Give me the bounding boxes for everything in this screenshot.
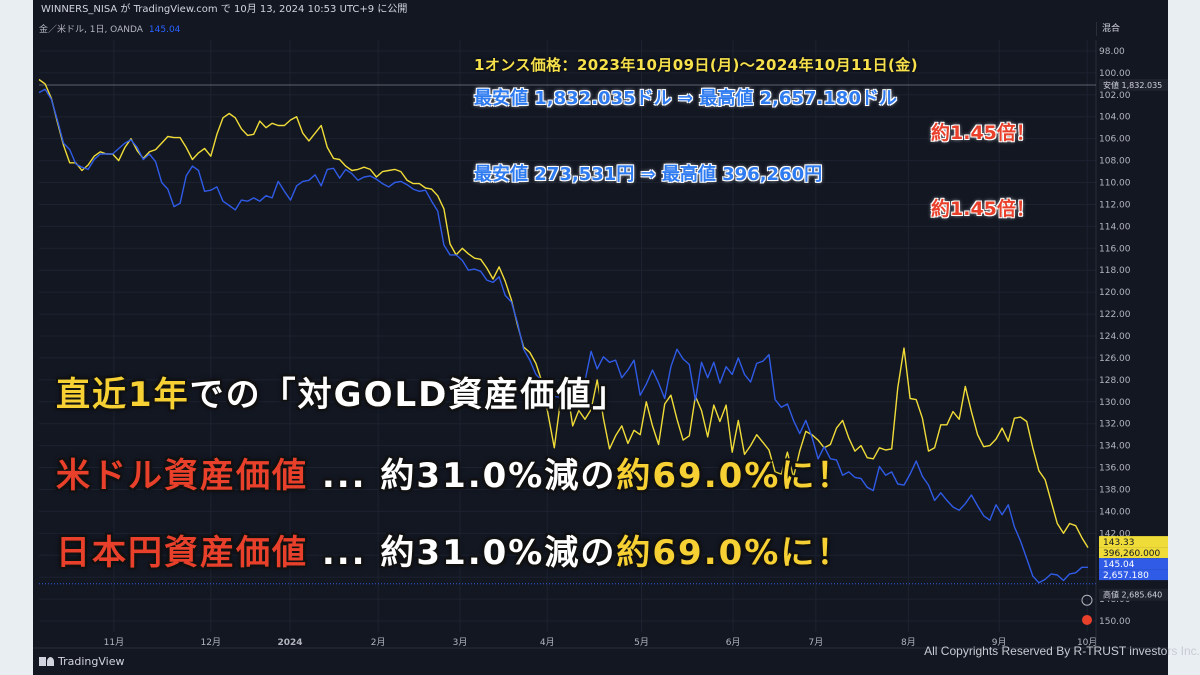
usd-ratio-annotation: 約1.45倍！ <box>931 122 1035 144</box>
headline-2-subject: 米ドル資産価値 <box>56 456 308 496</box>
last-price-label: 145.04 <box>1103 560 1135 570</box>
y-tick-label: 118.00 <box>1099 266 1131 276</box>
copyright-notice: All Copyrights Reserved By R-TRUST inves… <box>924 644 1200 658</box>
headline-2-result: 約69.0%に！ <box>616 456 853 496</box>
x-tick-label: 2月 <box>371 637 386 648</box>
y-tick-label: 150.00 <box>1099 617 1131 627</box>
last-price-label: 396,260.000 <box>1103 549 1161 559</box>
y-tick-label: 116.00 <box>1099 244 1131 254</box>
high-marker-box <box>1099 588 1168 601</box>
symbol-name: 金／米ドル, 1日, OANDA <box>39 25 143 35</box>
x-tick-label: 8月 <box>901 637 916 648</box>
tradingview-logo-text: TradingView <box>58 655 125 668</box>
headline-line-1: 直近1年での「対GOLD資産価値」 <box>56 367 628 416</box>
headline-2-text: ... 約31.0%減の <box>308 456 617 496</box>
symbol-legend[interactable]: 金／米ドル, 1日, OANDA 145.04 <box>39 22 180 35</box>
y-tick-label: 108.00 <box>1099 157 1131 167</box>
last-price-label: 143.33 <box>1103 538 1135 548</box>
y-tick-label: 100.00 <box>1099 69 1131 79</box>
x-tick-label: 12月 <box>201 637 221 648</box>
headline-line-3: 日本円資産価値 ... 約31.0%減の約69.0%に！ <box>56 525 852 574</box>
headline-3-text: ... 約31.0%減の <box>308 533 617 573</box>
chart-frame: 98.00 100.00 102.00 104.00 106.00 108.00 110.0… <box>33 0 1168 675</box>
x-tick-label: 11月 <box>104 637 124 648</box>
usd-range-annotation: 最安値 1,832.035ドル ⇒ 最高値 2,657.180ドル <box>474 88 897 109</box>
y-tick-label: 134.00 <box>1099 442 1131 452</box>
y-tick-label: 122.00 <box>1099 310 1131 320</box>
flag-icon <box>1082 614 1092 625</box>
y-tick-label: 102.00 <box>1099 91 1131 101</box>
symbol-price: 145.04 <box>148 25 181 35</box>
series-line-1 <box>38 88 1088 584</box>
last-price-label: 2,657.180 <box>1103 571 1149 581</box>
y-tick-label: 138.00 <box>1099 485 1131 495</box>
y-tick-label: 110.00 <box>1099 179 1131 189</box>
tradingview-logo-icon <box>39 657 54 666</box>
low-marker-box <box>1099 78 1168 91</box>
x-tick-label: 7月 <box>809 637 824 648</box>
y-tick-label: 112.00 <box>1099 200 1131 210</box>
last-price-box <box>1099 547 1168 559</box>
alert-icon <box>1081 594 1093 606</box>
y-tick-label: 128.00 <box>1099 376 1131 386</box>
y-tick-label: 106.00 <box>1099 135 1131 145</box>
x-tick-label: 4月 <box>540 637 555 648</box>
jpy-ratio-annotation: 約1.45倍！ <box>931 198 1035 220</box>
series-line-0 <box>38 78 1089 548</box>
low-marker-label: 安値 1,832.035 <box>1103 80 1162 90</box>
jpy-range-annotation: 最安値 273,531円 ⇒ 最高値 396,260円 <box>474 164 823 185</box>
y-tick-label: 136.00 <box>1099 464 1131 474</box>
tradingview-logo[interactable]: TradingView <box>39 655 124 668</box>
headline-3-result: 約69.0%に！ <box>616 533 853 573</box>
headline-line-2: 米ドル資産価値 ... 約31.0%減の約69.0%に！ <box>56 448 852 497</box>
last-price-box <box>1099 558 1168 570</box>
headline-3-subject: 日本円資産価値 <box>56 533 308 573</box>
scale-mode-button[interactable]: 混合 <box>1096 22 1160 36</box>
x-tick-label: 6月 <box>726 637 741 648</box>
y-tick-label: 120.00 <box>1099 288 1131 298</box>
y-tick-label: 142.00 <box>1099 529 1131 539</box>
x-tick-label: 2024 <box>278 638 303 648</box>
x-tick-label: 10月 <box>1077 637 1097 648</box>
high-marker-label: 高値 2,685.640 <box>1103 590 1162 600</box>
y-tick-label: 130.00 <box>1099 398 1131 408</box>
period-annotation: 1オンス価格：2023年10月09日(月)〜2024年10月11日(金) <box>474 56 918 74</box>
publish-header: WINNERS_NISA が TradingView.com で 10月 13,… <box>33 0 1168 20</box>
x-tick-label: 9月 <box>992 637 1007 648</box>
y-tick-label: 126.00 <box>1099 354 1131 364</box>
price-chart[interactable]: 98.00 100.00 102.00 104.00 106.00 108.00 110.0… <box>33 0 1168 675</box>
y-tick-label: 114.00 <box>1099 222 1131 232</box>
headline-1-text: での「対GOLD資産価値」 <box>189 375 629 415</box>
last-price-box <box>1099 569 1168 581</box>
headline-1-highlight: 直近1年 <box>56 375 190 415</box>
last-price-box <box>1099 536 1168 548</box>
x-tick-label: 5月 <box>634 637 649 648</box>
y-tick-label: 140.00 <box>1099 507 1131 517</box>
x-tick-label: 3月 <box>453 637 468 648</box>
y-tick-label: 104.00 <box>1099 113 1131 123</box>
y-tick-label: 98.00 <box>1099 47 1125 57</box>
y-tick-label: 124.00 <box>1099 332 1131 342</box>
y-tick-label: 132.00 <box>1099 420 1131 430</box>
